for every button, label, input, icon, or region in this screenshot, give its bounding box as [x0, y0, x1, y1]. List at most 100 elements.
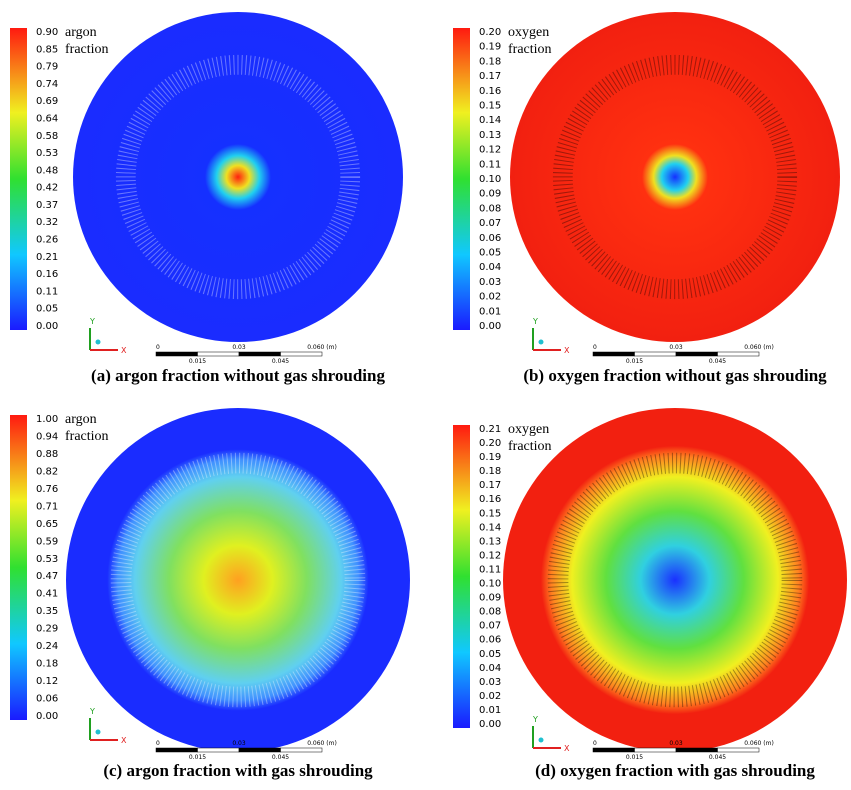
scale-label: 0 [156, 344, 160, 351]
colorbar-tick-label: 1.00 [36, 414, 58, 425]
colorbar-tick-label: 0.09 [479, 593, 501, 604]
colorbar-tick-label: 0.53 [36, 148, 58, 159]
axis-label: X [564, 346, 570, 355]
colorbar-tick-label: 0.88 [36, 449, 58, 460]
colorbar-tick-label: 0.19 [479, 42, 501, 53]
colorbar-tick-label: 0.02 [479, 292, 501, 303]
colorbar-tick-label: 0.19 [479, 452, 501, 463]
scale-segment [635, 748, 677, 752]
colorbar-tick-label: 0.58 [36, 131, 58, 142]
caption: (b) oxygen fraction without gas shroudin… [523, 366, 827, 385]
colorbar-title: argon [65, 412, 97, 427]
scale-label: 0.015 [189, 754, 206, 761]
colorbar-tick-label: 0.26 [36, 235, 58, 246]
axis-label: X [564, 744, 570, 753]
scale-label: 0 [593, 740, 597, 747]
colorbar-tick-label: 0.47 [36, 571, 58, 582]
colorbar-tick-label: 0.03 [479, 677, 501, 688]
axis-label: Y [532, 715, 538, 724]
scale-segment [281, 748, 323, 752]
axis-label: X [121, 736, 127, 745]
colorbar-tick-label: 0.07 [479, 621, 501, 632]
colorbar-tick-label: 0.29 [36, 624, 58, 635]
colorbar-tick-label: 0.11 [479, 564, 501, 575]
colorbar [453, 425, 470, 728]
scale-segment [635, 352, 677, 356]
scale-segment [593, 748, 635, 752]
colorbar [453, 28, 470, 330]
scale-label: 0.03 [669, 344, 683, 351]
colorbar-tick-label: 0.64 [36, 113, 58, 124]
panel: 0.200.190.180.170.160.150.140.130.120.11… [453, 12, 840, 385]
scale-segment [239, 748, 281, 752]
scale-label: 0.045 [272, 358, 289, 365]
colorbar-tick-label: 0.11 [479, 159, 501, 170]
colorbar-tick-label: 0.16 [479, 494, 501, 505]
scale-label: 0 [156, 740, 160, 747]
colorbar-tick-label: 0.21 [479, 424, 501, 435]
colorbar-tick-label: 0.16 [36, 269, 58, 280]
colorbar-title: oxygen [508, 422, 549, 437]
colorbar-title: oxygen [508, 25, 549, 40]
colorbar-tick-label: 0.06 [479, 635, 501, 646]
colorbar-tick-label: 0.11 [36, 286, 58, 297]
colorbar-tick-label: 0.09 [479, 189, 501, 200]
colorbar-tick-label: 0.18 [36, 659, 58, 670]
colorbar-tick-label: 0.15 [479, 508, 501, 519]
colorbar-tick-label: 0.06 [479, 233, 501, 244]
scale-segment [156, 352, 198, 356]
colorbar-tick-label: 0.14 [479, 522, 501, 533]
colorbar-tick-label: 0.02 [479, 691, 501, 702]
colorbar-tick-label: 0.20 [479, 27, 501, 38]
axis-z [96, 730, 101, 735]
scale-label: 0.045 [709, 754, 726, 761]
axis-label: Y [532, 317, 538, 326]
colorbar-tick-label: 0.10 [479, 579, 501, 590]
axis-label: X [121, 346, 127, 355]
scale-label: 0.03 [232, 344, 246, 351]
colorbar-tick-label: 0.90 [36, 27, 58, 38]
panel: 0.900.850.790.740.690.640.580.530.480.42… [10, 12, 403, 385]
figure: 0.900.850.790.740.690.640.580.530.480.42… [0, 0, 851, 790]
scale-segment [198, 748, 240, 752]
scale-label: 0.060 (m) [307, 344, 337, 351]
scale-label: 0.060 (m) [744, 740, 774, 747]
colorbar-tick-label: 0.18 [479, 56, 501, 67]
colorbar-tick-label: 0.07 [479, 218, 501, 229]
colorbar [10, 415, 27, 720]
panel: 1.000.940.880.820.760.710.650.590.530.47… [10, 408, 410, 780]
colorbar-tick-label: 0.71 [36, 501, 58, 512]
scale-segment [718, 748, 760, 752]
colorbar-tick-label: 0.37 [36, 200, 58, 211]
colorbar-tick-label: 0.32 [36, 217, 58, 228]
colorbar-tick-label: 0.42 [36, 183, 58, 194]
colorbar-tick-label: 0.13 [479, 536, 501, 547]
scale-label: 0.045 [709, 358, 726, 365]
colorbar-title: fraction [508, 42, 552, 57]
colorbar-tick-label: 0.00 [36, 321, 58, 332]
scale-segment [156, 748, 198, 752]
caption: (d) oxygen fraction with gas shrouding [535, 761, 815, 780]
axis-label: Y [89, 707, 95, 716]
colorbar-tick-label: 0.08 [479, 203, 501, 214]
scale-segment [676, 748, 718, 752]
colorbar-tick-label: 0.01 [479, 705, 501, 716]
colorbar-tick-label: 0.12 [479, 550, 501, 561]
colorbar-tick-label: 0.17 [479, 480, 501, 491]
axis-z [96, 340, 101, 345]
colorbar-tick-label: 0.18 [479, 466, 501, 477]
colorbar-tick-label: 0.12 [479, 145, 501, 156]
colorbar-tick-label: 0.04 [479, 262, 501, 273]
colorbar-tick-label: 0.59 [36, 536, 58, 547]
scale-label: 0.015 [189, 358, 206, 365]
contour-plot [66, 408, 410, 752]
colorbar-tick-label: 0.35 [36, 606, 58, 617]
colorbar-tick-label: 0.05 [479, 649, 501, 660]
colorbar-tick-label: 0.69 [36, 96, 58, 107]
colorbar-title: fraction [65, 42, 109, 57]
axis-z [539, 340, 544, 345]
colorbar-tick-label: 0.20 [479, 438, 501, 449]
colorbar-tick-label: 0.74 [36, 79, 58, 90]
colorbar-tick-label: 0.82 [36, 466, 58, 477]
scale-segment [593, 352, 635, 356]
